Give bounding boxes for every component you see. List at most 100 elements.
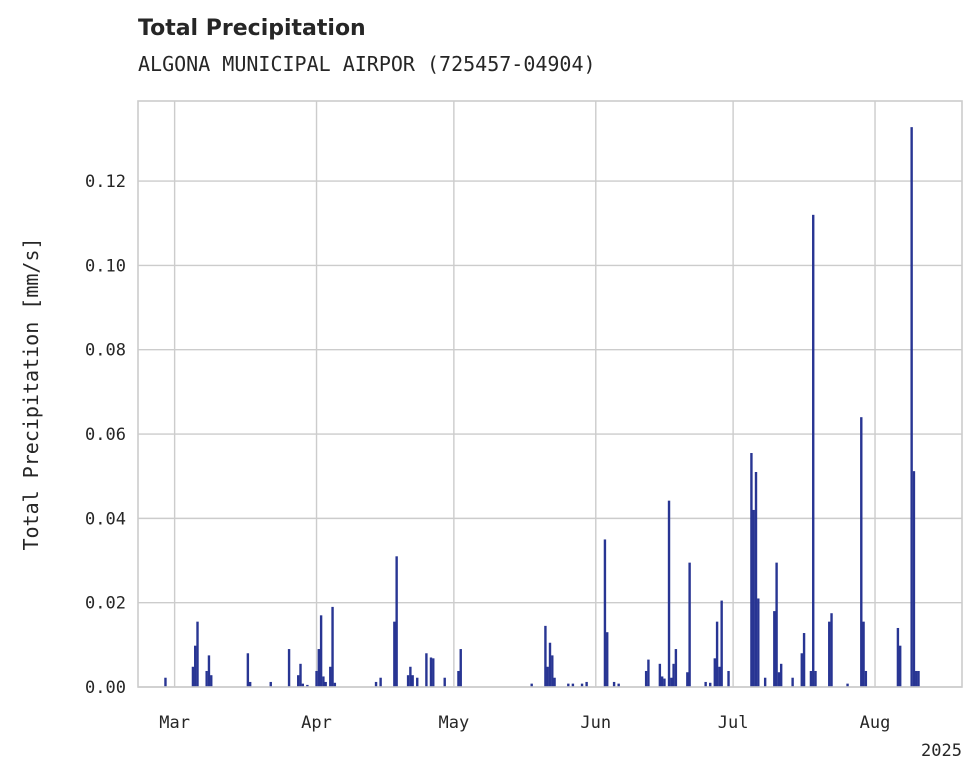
precipitation-bar	[757, 598, 760, 687]
precipitation-bar	[775, 562, 778, 687]
axis-ticks: 0.00 0.02 0.04 0.06 0.08 0.10 0.12 Mar Apr May Jun…	[85, 172, 890, 733]
precipitation-bar	[379, 677, 382, 687]
precipitation-bar	[315, 670, 318, 687]
precipitation-bar	[896, 627, 900, 687]
precipitation-bar	[429, 657, 433, 687]
precipitation-bar	[580, 683, 584, 687]
precipitation-bar	[915, 670, 918, 687]
precipitation-bar	[718, 666, 721, 687]
precipitation-bar	[846, 683, 849, 687]
precipitation-bar	[425, 653, 428, 687]
precipitation-bar	[617, 683, 620, 687]
precipitation-bar	[670, 677, 673, 687]
y-tick-label: 0.08	[85, 341, 126, 361]
precipitation-bar	[553, 677, 556, 687]
precipitation-bar	[530, 683, 533, 687]
x-tick-label: Aug	[860, 713, 891, 733]
precipitation-bar	[713, 658, 716, 687]
precipitation-bar	[612, 681, 616, 687]
precipitation-bar	[800, 653, 803, 687]
precipitation-bar	[164, 677, 167, 687]
x-tick-label: Jun	[580, 713, 611, 733]
precipitation-bar	[910, 127, 913, 688]
precipitation-bar	[672, 663, 675, 687]
precipitation-bar	[658, 663, 662, 687]
precipitation-bar	[750, 453, 753, 687]
precipitation-bar	[715, 621, 719, 687]
precipitation-bar	[688, 562, 691, 687]
precipitation-bar	[779, 663, 783, 687]
precipitation-bar	[704, 681, 707, 687]
precipitation-bar	[331, 606, 334, 687]
x-tick-label: Apr	[301, 713, 332, 733]
precipitation-bar	[306, 684, 309, 687]
x-tick-label: Jul	[718, 713, 749, 733]
precipitation-bar	[329, 666, 332, 687]
precipitation-bar	[459, 649, 462, 687]
precipitation-bar	[812, 214, 815, 687]
precipitation-bar	[686, 672, 689, 687]
precipitation-bar	[727, 670, 730, 687]
y-tick-label: 0.10	[85, 256, 126, 276]
precipitation-bar	[196, 621, 199, 687]
chart-subtitle: ALGONA MUNICIPAL AIRPOR (725457-04904)	[138, 52, 596, 76]
precipitation-bar	[333, 682, 337, 687]
precipitation-bar	[828, 621, 831, 687]
precipitation-bar	[269, 681, 272, 687]
precipitation-bar	[644, 670, 648, 687]
y-tick-label: 0.06	[85, 425, 126, 445]
precipitation-bar	[457, 670, 460, 687]
x-tick-label: Mar	[159, 713, 190, 733]
precipitation-bar	[246, 653, 250, 687]
precipitation-bar	[660, 676, 664, 687]
precipitation-bar	[864, 670, 868, 687]
y-tick-label: 0.02	[85, 594, 126, 614]
precipitation-bar	[674, 649, 678, 687]
precipitation-bar	[210, 675, 213, 687]
precipitation-bar	[299, 663, 302, 687]
precipitation-bar	[319, 615, 323, 687]
precipitation-bar	[443, 677, 446, 687]
precipitation-bar	[571, 683, 575, 687]
precipitation-bar	[205, 670, 208, 687]
precipitation-bar	[777, 672, 781, 687]
precipitation-bar	[814, 670, 817, 687]
precipitation-bar	[551, 655, 554, 687]
precipitation-bar	[432, 658, 435, 687]
year-label: 2025	[921, 741, 962, 761]
precipitation-bar	[324, 681, 327, 687]
chart-title: Total Precipitation	[138, 16, 366, 41]
y-tick-label: 0.04	[85, 509, 126, 529]
precipitation-bar	[667, 500, 671, 687]
precipitation-bar	[917, 670, 920, 687]
precipitation-bar	[899, 645, 902, 687]
precipitation-bar	[862, 621, 865, 687]
precipitation-bar	[809, 670, 813, 687]
plot-frame	[137, 100, 963, 688]
precipitation-bar	[585, 681, 588, 687]
precipitation-bar	[406, 675, 410, 687]
precipitation-bar	[754, 471, 758, 687]
precipitation-bar	[663, 678, 666, 687]
y-tick-label: 0.00	[85, 678, 126, 698]
precipitation-bar	[603, 539, 607, 687]
precipitation-bar	[287, 649, 291, 687]
precipitation-bar	[393, 621, 396, 687]
precipitation-bar	[830, 613, 833, 687]
precipitation-bar	[374, 681, 378, 687]
precipitation-bar	[860, 417, 863, 687]
precipitation-bar	[752, 509, 755, 687]
precipitation-bar	[297, 675, 300, 687]
precipitation-bar	[791, 677, 794, 687]
precipitation-bar	[194, 645, 197, 687]
precipitation-bar	[709, 682, 712, 687]
precipitation-bar	[912, 471, 916, 687]
precipitation-bar	[416, 677, 419, 687]
precipitation-bar	[395, 556, 398, 687]
precipitation-bar	[606, 632, 609, 687]
precipitation-bar	[546, 666, 549, 687]
x-tick-label: May	[439, 713, 470, 733]
grid	[138, 101, 962, 688]
precipitation-bar	[802, 633, 806, 687]
precipitation-bar	[411, 675, 414, 687]
